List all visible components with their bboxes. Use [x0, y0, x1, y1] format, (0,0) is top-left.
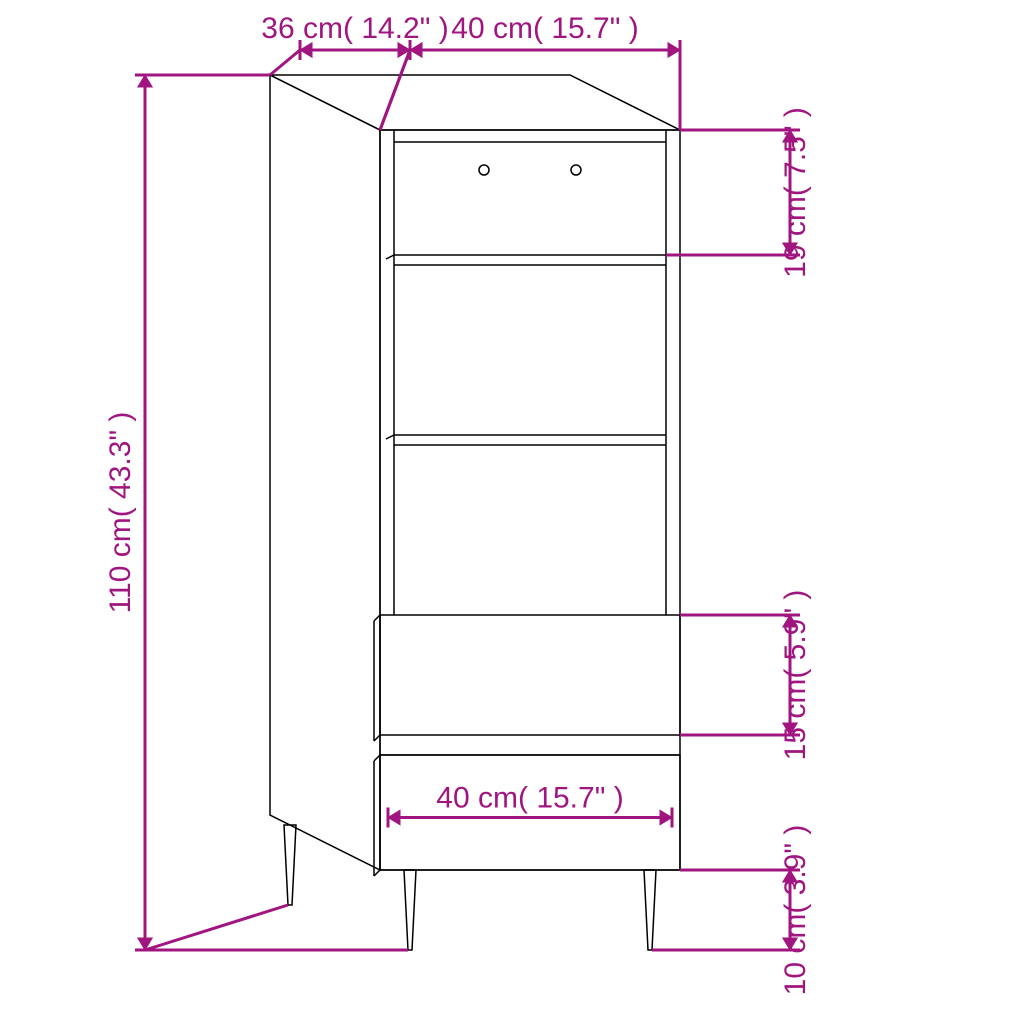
- arrowhead: [660, 810, 672, 824]
- dim-drawer-w: 40 cm( 15.7" ): [436, 782, 623, 815]
- dimensions: 36 cm( 14.2" )40 cm( 15.7" )110 cm( 43.3…: [104, 12, 812, 995]
- dim-height: 110 cm( 43.3" ): [104, 412, 137, 614]
- dim-shelf: 19 cm( 7.5" ): [779, 107, 812, 278]
- arrowhead: [388, 810, 400, 824]
- arrowhead: [668, 43, 680, 57]
- dim-width-top: 40 cm( 15.7" ): [451, 12, 638, 45]
- arrowhead: [138, 75, 152, 87]
- dim-depth: 36 cm( 14.2" ): [261, 12, 448, 45]
- dim-leg: 10 cm( 3.9" ): [779, 825, 812, 996]
